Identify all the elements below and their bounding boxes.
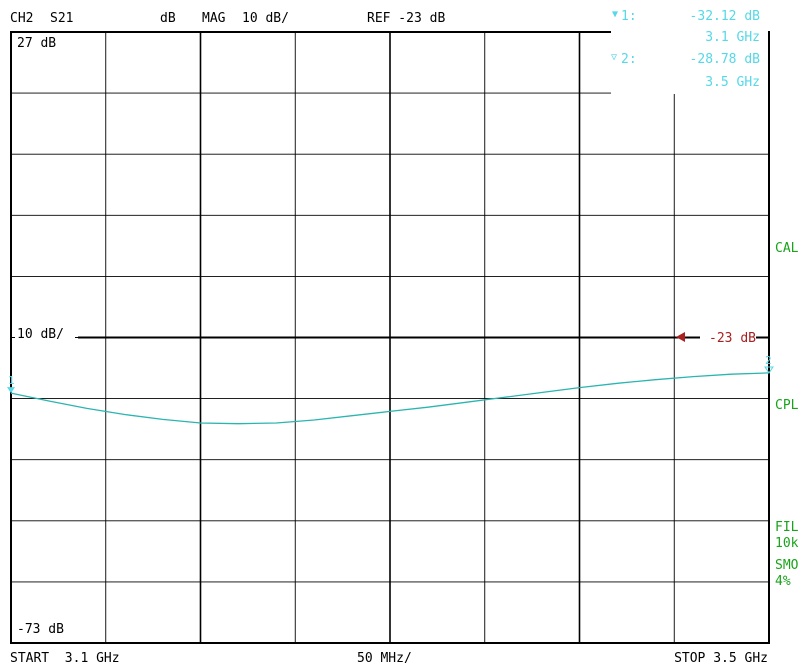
reference-level-label: REF -23 dB xyxy=(367,11,445,26)
softkey-smo: SMO xyxy=(775,558,799,573)
marker-1-symbol: ▼ xyxy=(612,9,618,20)
span-per-division: 50 MHz/ xyxy=(357,651,412,666)
marker-2-label: 2 xyxy=(765,354,772,367)
softkey-cal: CAL xyxy=(775,241,799,256)
marker-1-level: -32.12 dB xyxy=(690,9,761,24)
reference-arrow-icon xyxy=(676,332,685,342)
marker-2-level: -28.78 dB xyxy=(690,52,761,67)
marker-2-symbol: ▽ xyxy=(611,52,617,63)
marker-2-id: 2: xyxy=(621,52,637,67)
header-bar: CH2 S21 dB MAG 10 dB/ REF -23 dB xyxy=(10,11,445,26)
marker-1-label: 1 xyxy=(8,374,15,387)
top-label-bg xyxy=(15,35,63,50)
ref-label-bg xyxy=(15,326,75,342)
channel-label: CH2 xyxy=(10,11,33,26)
ref-value-bg xyxy=(700,330,756,344)
stop-frequency: STOP 3.5 GHz xyxy=(674,651,768,666)
scale-label: 10 dB/ xyxy=(242,11,289,26)
marker-2-frequency: 3.5 GHz xyxy=(705,75,760,90)
marker-2-triangle-icon xyxy=(764,366,774,374)
marker-1-frequency: 3.1 GHz xyxy=(705,30,760,45)
softkey-annotations: CAL CPL FIL 10k SMO 4% xyxy=(775,241,799,589)
format-unit-label: dB xyxy=(160,11,176,26)
marker-readout: ▼ 1: -32.12 dB 3.1 GHz ▽ 2: -28.78 dB 3.… xyxy=(611,9,760,90)
softkey-smo-value: 4% xyxy=(775,574,791,589)
marker-1-triangle-icon xyxy=(7,387,15,394)
start-frequency: START 3.1 GHz xyxy=(10,651,120,666)
softkey-fil-value: 10k xyxy=(775,536,799,551)
format-label: MAG xyxy=(202,11,226,26)
softkey-fil: FIL xyxy=(775,520,799,535)
parameter-label: S21 xyxy=(50,11,73,26)
marker-1-id: 1: xyxy=(621,9,637,24)
trace-s21 xyxy=(10,372,770,425)
bottom-scale-label: -73 dB xyxy=(17,622,64,637)
reference-marker-value: -23 dB xyxy=(709,331,756,346)
bottom-label-bg xyxy=(15,620,77,636)
reference-level-indicator: -23 dB xyxy=(676,330,756,346)
footer-bar: START 3.1 GHz 50 MHz/ STOP 3.5 GHz xyxy=(10,651,768,666)
reference-scale-label: 10 dB/ xyxy=(17,327,64,342)
top-scale-label: 27 dB xyxy=(17,36,56,51)
graticule xyxy=(10,31,770,644)
softkey-cpl: CPL xyxy=(775,398,799,413)
marker-readout-box xyxy=(611,6,768,94)
trace-markers: 1 2 xyxy=(7,354,774,394)
